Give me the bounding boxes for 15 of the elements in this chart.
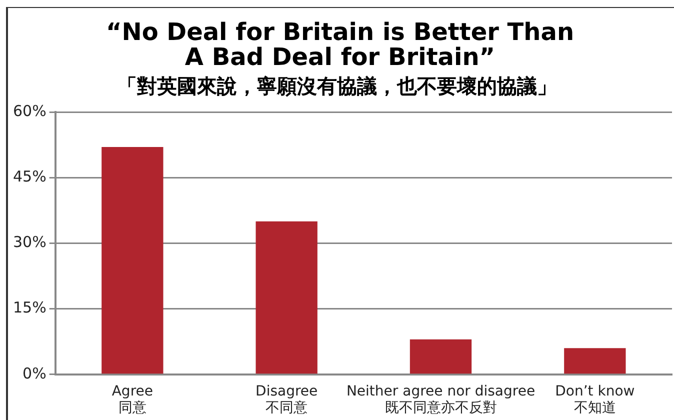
y-tick-label: 60% (12, 102, 46, 120)
chart-subtitle: 「對英國來說，寧願沒有協議，也不要壞的協議」 (116, 74, 558, 98)
y-tick-label: 45% (12, 167, 46, 186)
y-tick-label: 15% (12, 298, 46, 317)
y-tick-label: 30% (12, 233, 46, 252)
x-tick-label: Neither agree nor disagree 既不同意亦不反對 (346, 383, 536, 416)
x-tick-label: Agree 同意 (112, 383, 153, 416)
bar (102, 146, 164, 374)
x-tick-label: Disagree 不同意 (256, 383, 318, 416)
bar (256, 221, 318, 374)
chart-title: “No Deal for Britain is Better Than A Bad Deal for Britain” (104, 18, 576, 71)
x-tick-label: Don’t know 不知道 (555, 383, 635, 416)
bar (564, 348, 626, 374)
y-tick-label: 0% (22, 364, 46, 382)
bar (410, 339, 472, 374)
